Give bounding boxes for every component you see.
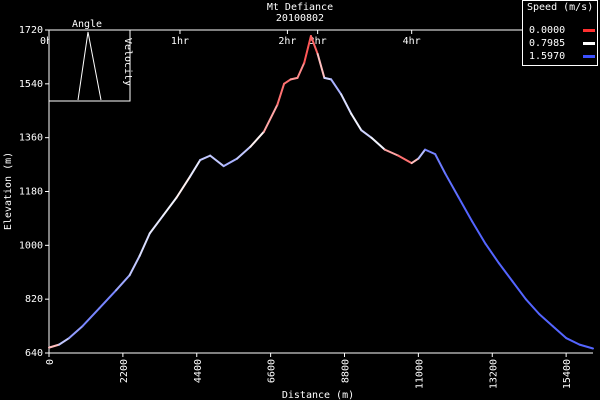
profile-segment <box>410 157 420 165</box>
chart-subtitle: 20100802 <box>275 13 325 24</box>
legend-entry: 0.0000 <box>529 25 595 37</box>
inset-curve <box>77 31 102 101</box>
x-axis-label: Distance (m) <box>282 390 354 400</box>
y-tick-label: 1180 <box>19 187 43 198</box>
profile-segment <box>524 298 541 316</box>
profile-segment <box>98 289 118 310</box>
profile-segment <box>289 76 299 81</box>
profile-segment <box>68 325 84 340</box>
profile-segment <box>296 61 306 79</box>
profile-segment <box>189 159 202 178</box>
time-tick-label: 3hr <box>309 36 327 47</box>
profile-segment <box>249 130 265 148</box>
profile-segment <box>222 157 239 168</box>
legend-entry-label: 1.5970 <box>529 51 566 62</box>
inset-ylabel: Velocity <box>122 38 133 86</box>
time-tick-label: 4hr <box>403 36 421 47</box>
profile-segment <box>484 242 500 265</box>
profile-segment <box>81 307 101 328</box>
time-tick-label: 1hr <box>171 36 189 47</box>
speed-legend: Speed (m/s) 0.0000 0.7985 1.5970 <box>522 0 598 66</box>
profile-segment <box>471 220 487 245</box>
y-axis-label: Elevation (m) <box>3 152 14 230</box>
legend-swatch <box>583 42 595 45</box>
legend-title: Speed (m/s) <box>527 2 594 13</box>
x-tick-label: 13200 <box>488 359 499 389</box>
x-tick-label: 15400 <box>562 359 573 389</box>
profile-segment <box>497 262 514 283</box>
profile-segment <box>330 78 343 96</box>
profile-segment <box>457 196 474 223</box>
profile-segment <box>175 175 192 199</box>
profile-segment <box>511 280 527 301</box>
profile-segment <box>58 337 71 346</box>
profile-segment <box>138 232 151 257</box>
profile-segment <box>434 153 447 175</box>
profile-segment <box>309 34 319 55</box>
y-tick-label: 1360 <box>19 133 43 144</box>
y-tick-label: 640 <box>25 348 43 359</box>
x-tick-label: 11000 <box>414 359 425 389</box>
profile-segment <box>340 93 353 115</box>
x-tick-label: 4400 <box>193 359 204 383</box>
profile-segment <box>128 254 141 277</box>
profile-segment <box>383 148 400 157</box>
profile-segment <box>578 343 594 350</box>
profile-segment <box>350 112 363 132</box>
angle-velocity-inset: Angle Velocity <box>48 19 133 102</box>
profile-segment <box>262 103 279 133</box>
chart-title: Mt Defiance <box>266 2 334 13</box>
profile-segment <box>115 274 131 292</box>
x-tick-label: 6600 <box>267 359 278 383</box>
profile-segment <box>370 136 386 151</box>
elevation-profile-line <box>48 34 594 350</box>
profile-segment <box>551 325 568 340</box>
profile-segment <box>424 148 437 156</box>
inset-title: Angle <box>72 19 102 30</box>
profile-segment <box>209 154 225 168</box>
legend-entry: 1.5970 <box>529 51 595 63</box>
profile-segment <box>162 196 178 217</box>
x-ticks: 0 2200 4400 6600 8800 11000 13200 15400 <box>45 353 573 389</box>
profile-segment <box>48 343 61 349</box>
y-tick-label: 1540 <box>19 79 43 90</box>
profile-segment <box>444 172 460 199</box>
profile-segment <box>199 154 212 162</box>
profile-segment <box>360 129 373 139</box>
y-tick-label: 1720 <box>19 25 43 36</box>
legend-entry-label: 0.0000 <box>529 25 566 36</box>
time-tick-label: 2hr <box>278 36 296 47</box>
x-tick-label: 0 <box>45 359 56 365</box>
profile-segment <box>565 337 581 346</box>
legend-entry-label: 0.7985 <box>529 38 566 49</box>
y-ticks: 640 820 1000 1180 1360 1540 1720 <box>19 25 49 359</box>
profile-segment <box>323 76 333 81</box>
profile-segment <box>236 145 252 160</box>
legend-swatch <box>583 55 595 58</box>
y-tick-label: 1000 <box>19 240 43 251</box>
x-tick-label: 8800 <box>341 359 352 383</box>
y-tick-label: 820 <box>25 294 43 305</box>
legend-entry: 0.7985 <box>529 38 595 50</box>
profile-segment <box>303 34 312 64</box>
profile-segment <box>276 82 286 106</box>
profile-segment <box>148 214 165 235</box>
legend-swatch <box>583 29 595 32</box>
profile-segment <box>538 313 554 328</box>
profile-segment <box>417 148 427 160</box>
profile-segment <box>283 78 292 85</box>
profile-segment <box>316 52 326 79</box>
profile-segment <box>397 154 413 165</box>
x-tick-label: 2200 <box>119 359 130 383</box>
